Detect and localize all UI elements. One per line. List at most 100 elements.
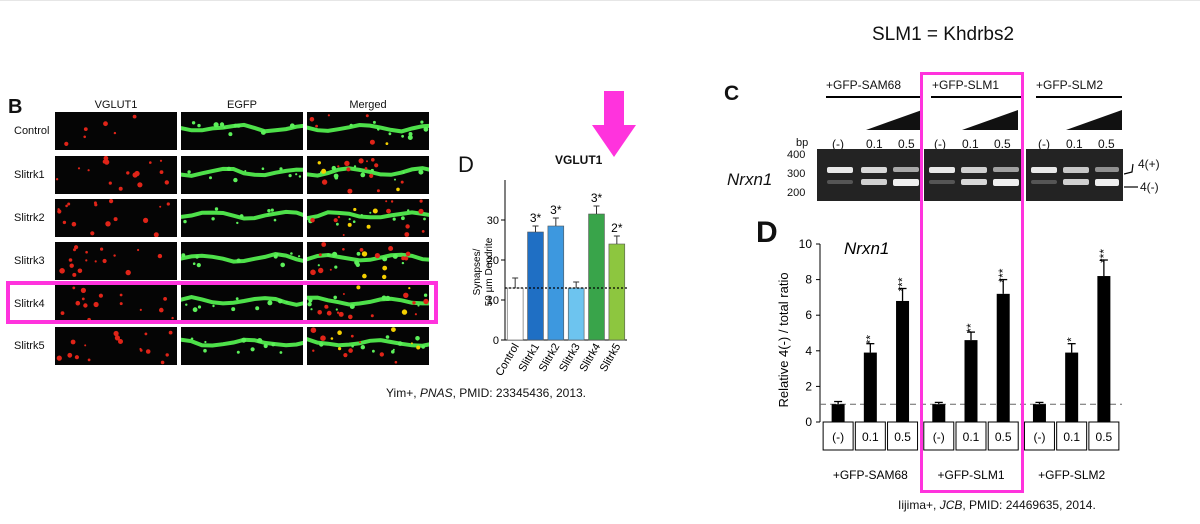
bar (506, 287, 524, 341)
bar (863, 352, 877, 422)
micrograph-tile (181, 156, 303, 194)
down-arrow-icon (592, 91, 636, 162)
y-tick-label: 6 (805, 308, 812, 322)
group-underline-sam68 (826, 96, 922, 98)
row-label-slitrk5: Slitrk5 (14, 340, 45, 352)
y-tick-label: 10 (799, 237, 813, 251)
significance-label: 3* (550, 203, 562, 217)
row-label-slitrk1: Slitrk1 (14, 169, 45, 181)
gel-group-label-slm1: +GFP-SLM1 (932, 78, 1000, 92)
x-tick-label: 0.5 (995, 430, 1012, 444)
bar (896, 300, 910, 422)
chart-title-nrxn1: Nrxn1 (844, 239, 889, 258)
micrograph-tile (307, 285, 429, 323)
nrxn1-ratio-bar-chart: Relative 4(-) / total ratio Nrxn1 0 2 4 6 8 1… (776, 237, 1122, 482)
column-header-vglut1: VGLUT1 (94, 99, 138, 111)
bar (996, 293, 1010, 422)
lane-label-slm2-neg: (-) (1038, 137, 1050, 151)
bar (608, 243, 626, 341)
bar (588, 213, 605, 341)
micrograph-tile (307, 156, 429, 194)
x-tick-label: (-) (1033, 430, 1045, 444)
x-tick-label: 0.5 (1096, 430, 1113, 444)
micrograph-tile (307, 242, 429, 280)
x-tick-label: Slitrk5 (598, 342, 624, 374)
lane-box (987, 421, 1019, 451)
gel-separator-2 (1024, 149, 1026, 201)
significance-label: ** (863, 335, 877, 345)
bp-200: 200 (787, 187, 806, 199)
y-tick-label: 0 (493, 335, 499, 347)
micrograph-tile (181, 112, 303, 150)
bar (527, 231, 544, 341)
bar (964, 340, 978, 422)
concentration-wedge-sam68 (866, 110, 922, 130)
y-tick-label: 30 (487, 215, 499, 227)
significance-label: *** (1097, 249, 1111, 263)
lane-box (1056, 421, 1088, 451)
significance-label: 2* (611, 221, 623, 235)
panel-c-letter: C (724, 82, 740, 105)
lane-box (887, 421, 919, 451)
bp-400: 400 (787, 149, 806, 161)
gel-group-label-slm2: +GFP-SLM2 (1036, 78, 1104, 92)
micrograph-tile (55, 112, 177, 150)
lane-label-sam68-05: 0.5 (898, 137, 915, 151)
slm1-highlight-box (920, 72, 1024, 493)
micrograph-tile (181, 242, 303, 280)
y-tick-label: 8 (805, 273, 812, 287)
citation-left: Yim+, PNAS, PMID: 23345436, 2013. (386, 386, 587, 400)
lane-label-slm2-01: 0.1 (1066, 137, 1083, 151)
panel-b-micrographs: B VGLUT1 EGFP Merged Control Slitrk1 Sli… (0, 90, 440, 380)
gel-group-label-sam68: +GFP-SAM68 (826, 78, 902, 92)
bar (567, 287, 585, 341)
row-label-slitrk2: Slitrk2 (14, 212, 45, 224)
bar (1032, 404, 1046, 422)
bar (932, 404, 946, 422)
bar (831, 404, 845, 422)
lane-box (1088, 421, 1120, 451)
y-tick-label: 10 (487, 295, 499, 307)
micrograph-tile (307, 327, 429, 365)
x-tick-label: 0.1 (862, 430, 879, 444)
micrograph-tile (307, 112, 429, 150)
group-underline-slm1 (931, 96, 1021, 98)
micrograph-tile (55, 156, 177, 194)
lane-label-sam68-01: 0.1 (866, 137, 883, 151)
row-label-slitrk4: Slitrk4 (14, 298, 45, 310)
bp-label: bp (796, 137, 809, 149)
micrograph-tile (55, 327, 177, 365)
significance-label: *** (996, 268, 1010, 282)
panel-d-letter-left: D (458, 152, 474, 177)
micrograph-tile (181, 327, 303, 365)
significance-label: 3* (591, 191, 603, 205)
x-tick-label: (-) (832, 430, 844, 444)
bar (547, 225, 565, 341)
panel-d-letter-right: D (756, 216, 778, 249)
micrograph-tile (181, 199, 303, 237)
band-label-4minus: 4(-) (1140, 180, 1159, 194)
bp-300: 300 (787, 168, 806, 180)
concentration-wedge-slm1 (962, 110, 1018, 130)
x-tick-label: 0.5 (894, 430, 911, 444)
lane-box (1023, 421, 1055, 451)
significance-label: ** (964, 323, 978, 333)
x-tick-label: Control (494, 342, 522, 379)
group-label: +GFP-SLM1 (937, 468, 1004, 482)
y-axis-label-line2: 50 µm Dendrite (484, 237, 495, 306)
micrograph-tile (307, 199, 429, 237)
x-tick-label: 0.1 (1063, 430, 1080, 444)
lane-label-slm2-05: 0.5 (1098, 137, 1115, 151)
significance-label: 3* (530, 211, 542, 225)
micrograph-tile (55, 242, 177, 280)
chart-title-vglut1: VGLUT1 (555, 153, 603, 167)
significance-label: *** (896, 277, 910, 291)
y-tick-label: 2 (805, 379, 812, 393)
citation-right: Iijima+, JCB, PMID: 24469635, 2014. (898, 498, 1096, 512)
lane-box (854, 421, 886, 451)
bar (1097, 276, 1111, 422)
band-label-4plus: 4(+) (1138, 157, 1160, 171)
y-tick-label: 0 (805, 415, 812, 429)
panel-b-letter: B (8, 96, 23, 118)
group-underline-slm2 (1036, 96, 1122, 98)
